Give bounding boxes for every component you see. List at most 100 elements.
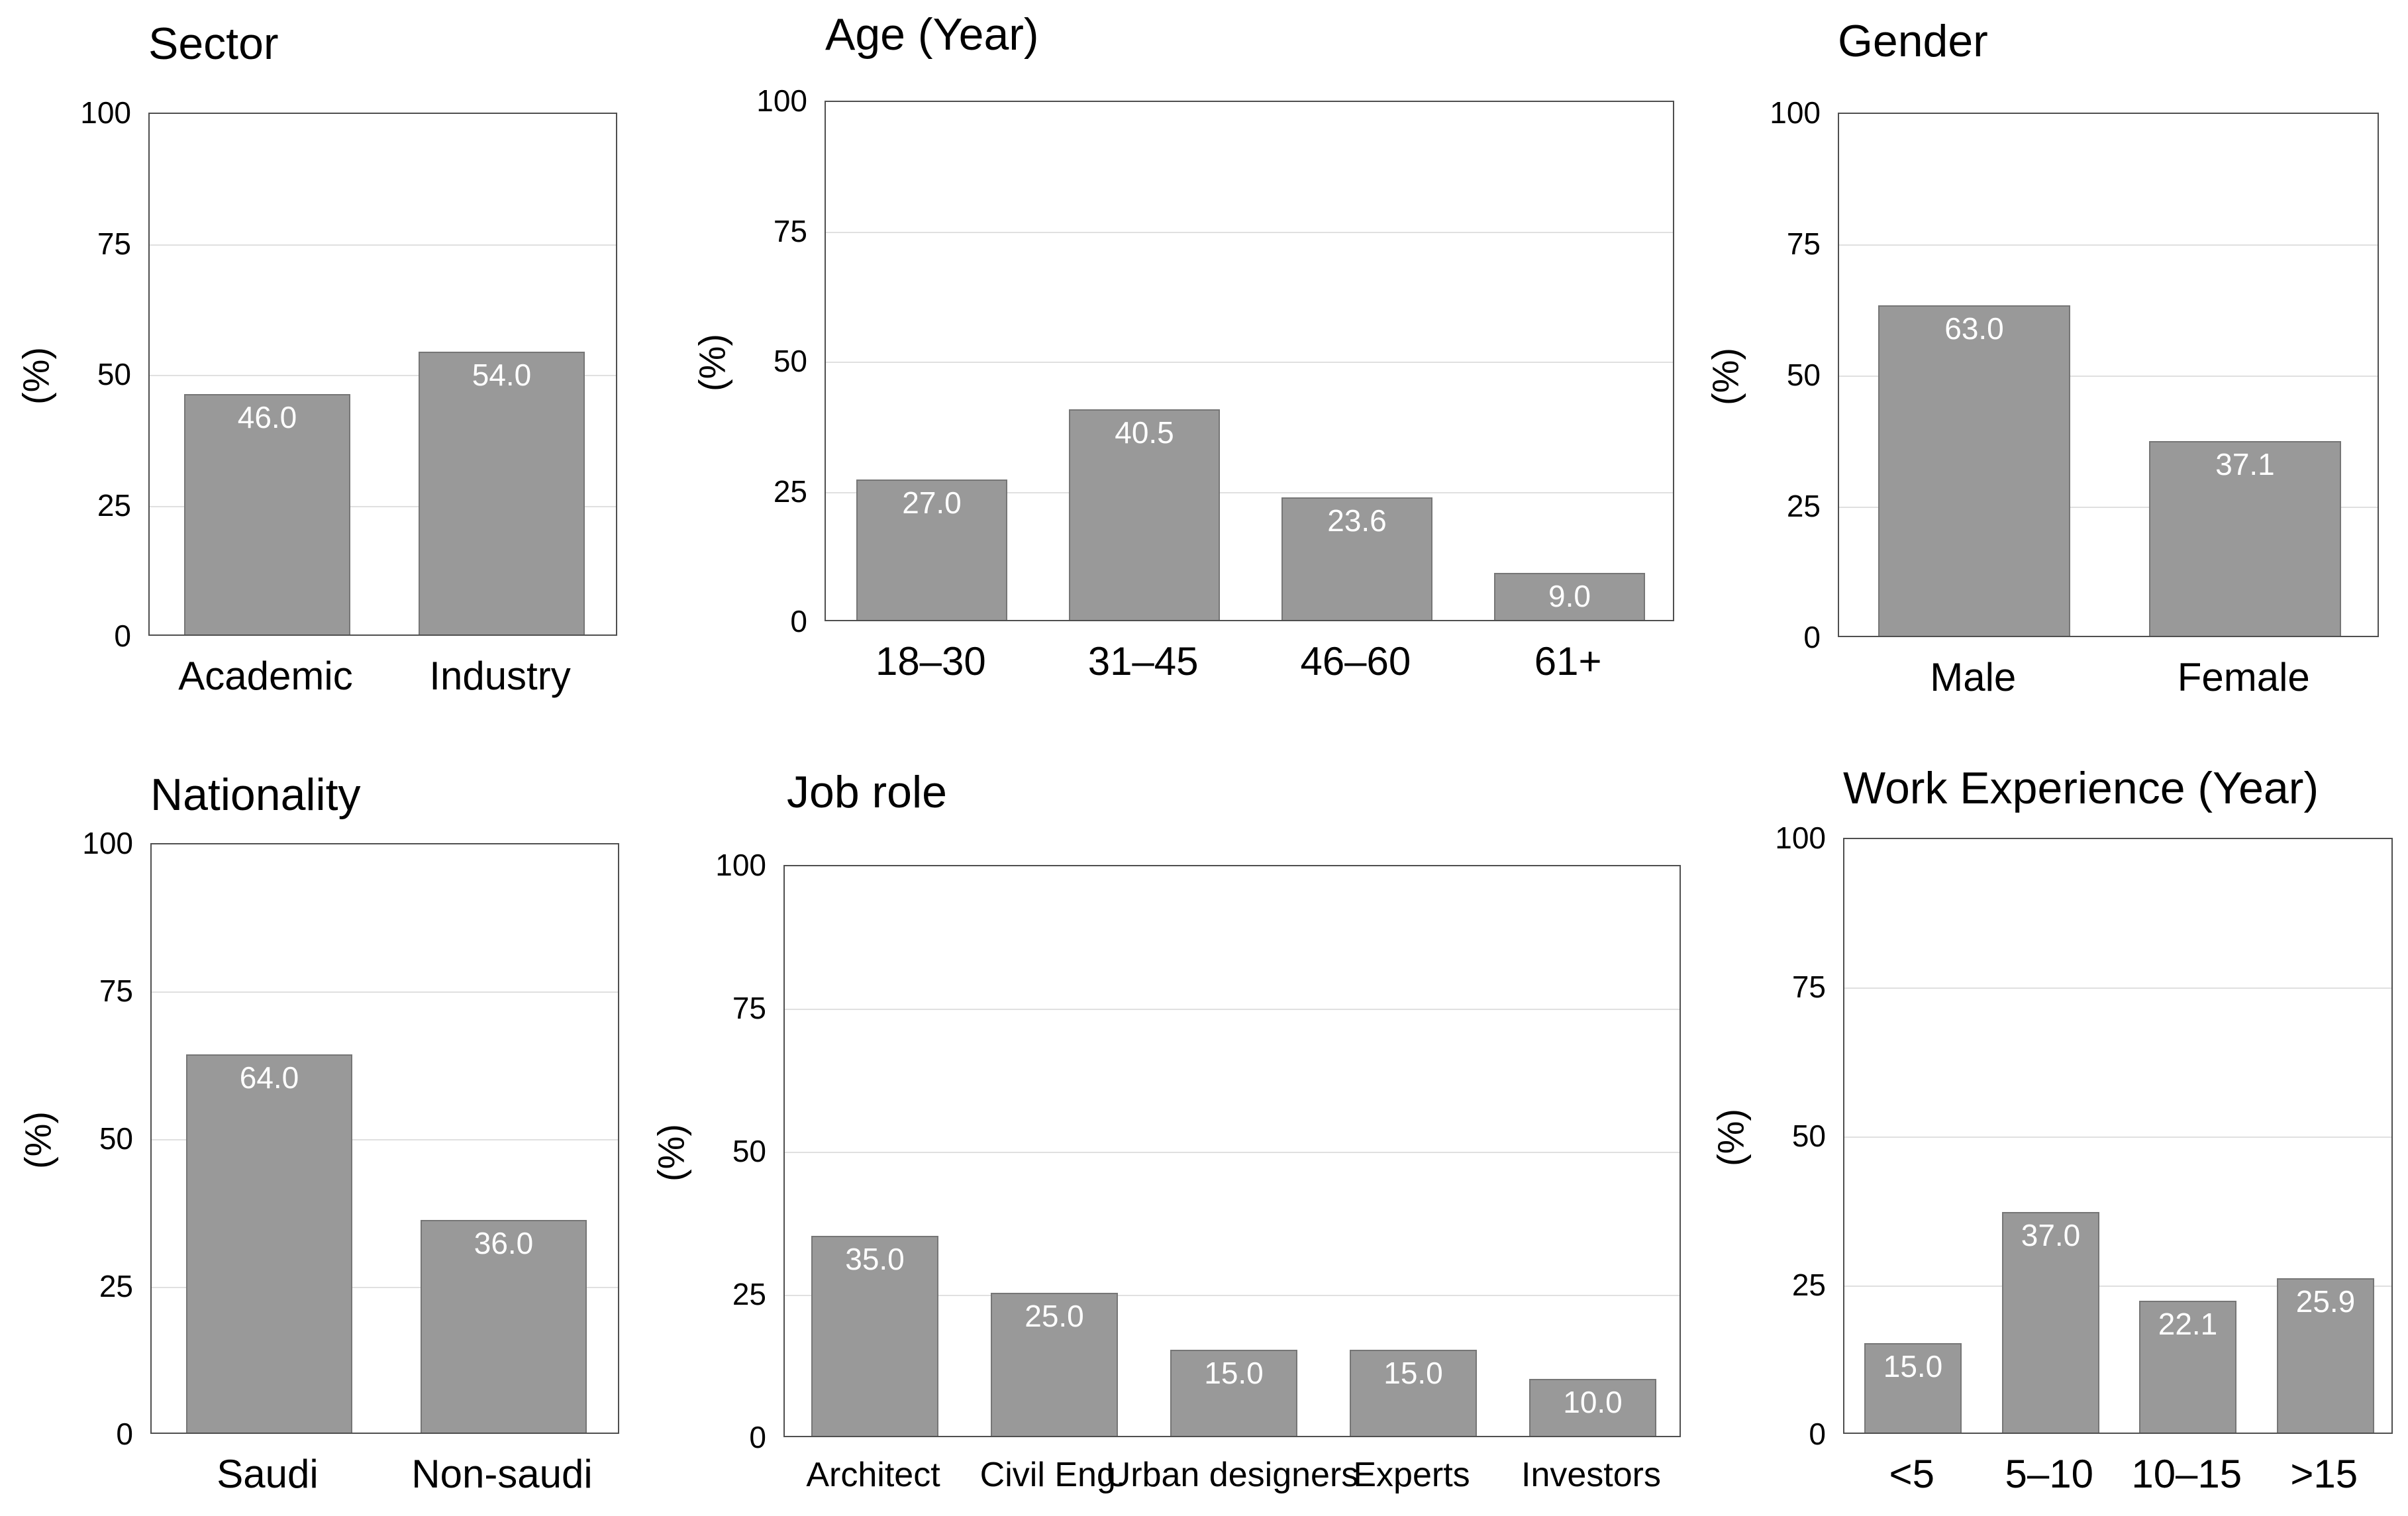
bar-value-label: 37.0 xyxy=(2021,1218,2081,1252)
bar-urban-designers: 15.0 xyxy=(1170,1350,1297,1436)
bar-investors: 10.0 xyxy=(1529,1379,1656,1436)
y-tick-label: 75 xyxy=(97,226,131,261)
y-tick-label: 25 xyxy=(773,474,807,509)
bar-value-label: 37.1 xyxy=(2215,447,2275,481)
bar-value-label: 25.0 xyxy=(1025,1299,1084,1333)
y-tick-label: 0 xyxy=(114,619,131,653)
x-tick-label-saudi: Saudi xyxy=(217,1452,319,1496)
x-tick-label-investors: Investors xyxy=(1521,1456,1661,1494)
bar-18-30: 27.0 xyxy=(856,480,1007,620)
gridline xyxy=(785,1009,1680,1010)
bar-31-45: 40.5 xyxy=(1069,409,1220,620)
gridline xyxy=(826,362,1673,363)
y-tick-label: 100 xyxy=(715,848,766,882)
bar-5-10: 37.0 xyxy=(2002,1212,2099,1433)
gridline xyxy=(1844,987,2391,989)
bar-value-label: 27.0 xyxy=(902,485,962,520)
plot-area: 63.0 37.1 xyxy=(1838,113,2379,637)
bar-value-label: 15.0 xyxy=(1383,1356,1443,1390)
chart-title: Sector xyxy=(148,19,279,69)
plot-area: 35.0 25.0 15.0 15.0 10.0 xyxy=(783,865,1681,1437)
x-tick-label-architect: Architect xyxy=(806,1456,940,1494)
bar-female: 37.1 xyxy=(2149,441,2341,636)
y-tick-label: 25 xyxy=(1786,489,1821,523)
bar-value-label: 22.1 xyxy=(2158,1307,2218,1341)
y-tick-label: 25 xyxy=(99,1269,133,1303)
bar-value-label: 64.0 xyxy=(239,1060,299,1095)
chart-title: Work Experience (Year) xyxy=(1843,763,2319,813)
plot-area: 27.0 40.5 23.6 9.0 xyxy=(825,101,1674,621)
plot-area: 64.0 36.0 xyxy=(150,843,619,1434)
y-tick-label: 75 xyxy=(773,213,807,248)
y-tick-label: 0 xyxy=(116,1417,133,1451)
y-tick-label: 75 xyxy=(732,991,766,1025)
y-tick-label: 75 xyxy=(1791,970,1826,1004)
x-tick-label-civil-eng: Civil Eng. xyxy=(979,1456,1126,1494)
gridline xyxy=(1839,507,2378,508)
gridline xyxy=(1839,376,2378,377)
y-tick-label: 100 xyxy=(756,83,807,118)
bar-value-label: 54.0 xyxy=(472,358,532,392)
plot-area: 15.0 37.0 22.1 25.9 xyxy=(1843,838,2393,1434)
gridline xyxy=(152,1287,618,1288)
y-tick-label: 50 xyxy=(99,1121,133,1156)
x-tick-label-61: 61+ xyxy=(1534,639,1602,683)
gridline xyxy=(785,1295,1680,1296)
gridline xyxy=(150,505,616,507)
chart-title: Job role xyxy=(787,767,947,817)
bar-experts: 15.0 xyxy=(1350,1350,1477,1436)
bar-46-60: 23.6 xyxy=(1281,497,1432,620)
y-axis-label: (%) xyxy=(1704,347,1746,406)
x-tick-label-female: Female xyxy=(2177,655,2310,699)
bar-industry: 54.0 xyxy=(419,352,585,634)
gridline xyxy=(152,991,618,993)
y-tick-label: 75 xyxy=(1786,227,1821,261)
x-tick-label-15: >15 xyxy=(2290,1452,2358,1496)
bar-value-label: 46.0 xyxy=(237,400,297,434)
bar-value-label: 10.0 xyxy=(1563,1385,1623,1419)
y-tick-label: 50 xyxy=(97,357,131,391)
x-tick-label-experts: Experts xyxy=(1353,1456,1470,1494)
x-tick-label-urban-designers: Urban designers xyxy=(1105,1456,1359,1494)
x-tick-label-18-30: 18–30 xyxy=(875,639,986,683)
y-tick-label: 50 xyxy=(1791,1119,1826,1153)
y-tick-label: 25 xyxy=(1791,1268,1826,1302)
bar-architect: 35.0 xyxy=(811,1236,938,1436)
y-tick-label: 50 xyxy=(1786,358,1821,392)
bar-10-15: 22.1 xyxy=(2139,1301,2236,1433)
y-tick-label: 100 xyxy=(1770,95,1821,130)
gridline xyxy=(1844,1137,2391,1138)
y-tick-label: 100 xyxy=(80,95,131,130)
y-axis-label: (%) xyxy=(1709,1108,1752,1167)
y-tick-label: 0 xyxy=(1809,1417,1826,1451)
bar-value-label: 40.5 xyxy=(1115,415,1174,450)
x-tick-label-10-15: 10–15 xyxy=(2131,1452,2242,1496)
x-tick-label-5: <5 xyxy=(1889,1452,1934,1496)
bar-value-label: 15.0 xyxy=(1204,1356,1264,1390)
x-tick-label-academic: Academic xyxy=(178,654,353,698)
y-tick-label: 0 xyxy=(790,604,807,638)
bar-non-saudi: 36.0 xyxy=(421,1220,587,1433)
chart-title: Age (Year) xyxy=(825,9,1039,60)
x-tick-label-31-45: 31–45 xyxy=(1087,639,1199,683)
x-tick-label-non-saudi: Non-saudi xyxy=(411,1452,593,1496)
bar-value-label: 36.0 xyxy=(474,1226,534,1260)
y-tick-label: 0 xyxy=(1803,620,1821,654)
y-tick-label: 25 xyxy=(97,487,131,523)
gridline xyxy=(150,375,616,376)
gridline xyxy=(1839,244,2378,246)
y-tick-label: 75 xyxy=(99,974,133,1008)
bar-value-label: 25.9 xyxy=(2295,1284,2356,1319)
y-tick-label: 100 xyxy=(1775,821,1826,855)
gridline xyxy=(152,1139,618,1140)
y-tick-label: 50 xyxy=(732,1134,766,1168)
bar-value-label: 9.0 xyxy=(1548,579,1591,613)
plot-area: 46.0 54.0 xyxy=(148,113,617,636)
y-tick-label: 50 xyxy=(773,344,807,378)
gridline xyxy=(826,491,1673,493)
